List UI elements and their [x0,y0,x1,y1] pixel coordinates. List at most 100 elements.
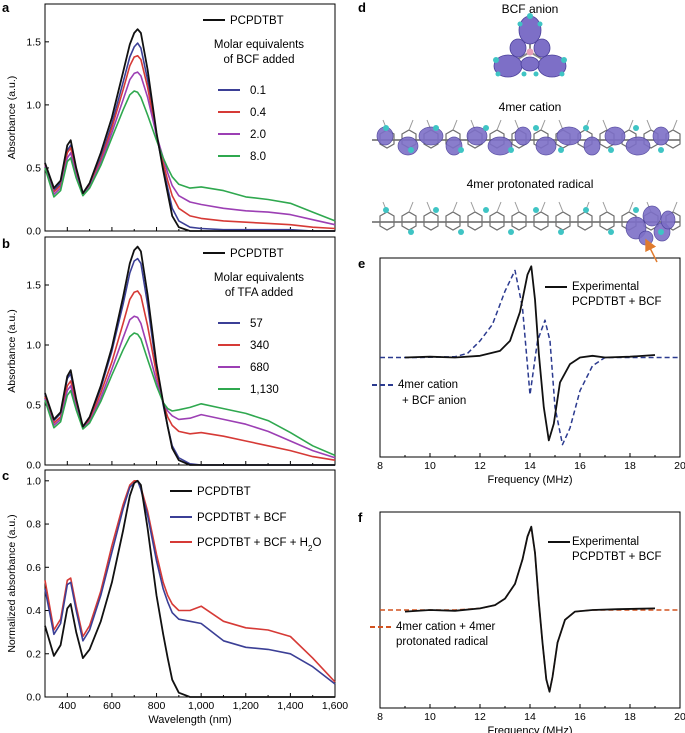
x-tick-label: 1,600 [322,700,348,712]
x-tick-label: 20 [674,711,685,723]
side-chain [470,201,476,213]
legend-label: 2.0 [250,129,266,141]
atom [583,125,589,131]
atom [608,147,614,153]
atom [558,147,564,153]
legend-title: of BCF added [224,54,295,66]
legend-label: PCPDTBT + BCF [197,512,287,524]
atom [383,125,389,131]
epr-protonated-radical-chart: 8 10 12 14 16 18 20 Frequency (MHz) Experimental… [370,511,685,733]
bcf-anion-orbital-image [493,13,567,78]
legend-label: 0.1 [250,85,266,97]
series-line-2-0 [44,71,336,226]
side-chain [452,119,458,131]
side-chain [628,119,634,131]
x-axis-label: Frequency (MHz) [488,474,573,486]
atom [633,125,639,131]
absorbance-bcf-chart: 0.0 0.5 1.0 1.5 Absorbance (a.u.) PCPDTBT Mola… [6,3,336,238]
legend-label: PCPDTBT + BCF [572,296,662,308]
panel-letter-b: b [2,236,10,251]
orbital-lobe [466,126,488,146]
y-tick-label: 0.5 [26,162,41,174]
orbital-lobe [604,126,626,146]
x-tick-label: 1,200 [233,700,259,712]
atom [533,125,539,131]
y-tick-label: 0.2 [26,648,41,660]
legend-label: 0.4 [250,107,267,119]
legend-label: PCPDTBT [197,486,251,498]
series-line-8-0 [44,90,336,222]
panel-letter-d: d [358,0,366,15]
cation-orbital-image [372,119,681,156]
atom [408,229,414,235]
y-tick-label: 0.4 [26,605,41,617]
epr-bcf-anion-chart: 8 10 12 14 16 18 20 Frequency (MHz) Experimental… [372,257,685,486]
y-tick-label: 1.5 [26,36,41,48]
side-chain [452,201,458,213]
side-chain [672,119,678,131]
y-axis-label: Normalized absorbance (a.u.) [6,514,18,652]
y-tick-label: 0.0 [26,692,41,704]
x-tick-label: 14 [524,711,536,723]
orbital-lobe [660,210,676,230]
legend-label: 340 [250,340,269,352]
side-chain [408,119,414,131]
legend-label: Experimental [572,536,639,548]
legend-title: Molar equivalents [214,272,304,284]
atom [633,207,639,213]
x-tick-label: 18 [624,460,636,472]
legend-label: 4mer cation [398,379,458,391]
y-tick-label: 0.0 [26,226,41,238]
y-axis-label: Absorbance (a.u.) [6,309,18,392]
legend-title: of TFA added [225,287,293,299]
y-tick-label: 1.0 [26,99,41,111]
legend-label: PCPDTBT + BCF [572,551,662,563]
panel-letter-e: e [358,256,365,271]
legend-label: Experimental [572,281,639,293]
atom [483,207,489,213]
atom [658,147,664,153]
cation-label: 4mer cation [499,100,562,114]
legend-label: PCPDTBT [230,15,284,27]
orbital-lobe [445,136,463,156]
orbital-lobe [397,136,419,156]
series-line-pcpdtbt-bcf [44,480,336,685]
x-tick-label: 12 [474,460,486,472]
legend-label: 57 [250,318,263,330]
series-line-340 [44,290,336,461]
legend-label: PCPDTBT + BCF + H2O [197,537,321,553]
side-chain [496,119,502,131]
molecular-structures-panel: BCF anion 4mer cation 4mer protonated ra… [372,2,681,263]
side-chain [540,201,546,213]
legend-label: 680 [250,362,269,374]
x-axis-label: Frequency (MHz) [488,725,573,733]
legend-label: protonated radical [396,636,488,648]
orbital-lobe [487,136,513,156]
y-tick-label: 1.0 [26,340,41,352]
side-chain [646,119,652,131]
radical-orbital-image [372,201,681,246]
side-chain [602,119,608,131]
legend-title: Molar equivalents [214,39,304,51]
orbital-lobe [638,230,654,246]
orbital-lobe [535,136,557,156]
x-tick-label: 1,400 [277,700,303,712]
series-line-680 [44,315,336,459]
y-tick-label: 1.0 [26,475,41,487]
x-tick-label: 800 [148,700,166,712]
atom [433,125,439,131]
x-tick-label: 8 [377,460,383,472]
atom [433,207,439,213]
plot-frame [44,469,336,698]
normalized-absorbance-chart: 400 600 800 1,000 1,200 1,400 1,600 0.0 0.2 0.4 0.… [6,469,348,726]
x-tick-label: 10 [424,460,436,472]
atom [508,147,514,153]
side-chain [514,201,520,213]
x-tick-label: 14 [524,460,536,472]
side-chain [602,201,608,213]
bcf-anion-label: BCF anion [502,2,559,16]
absorbance-tfa-chart: 0.0 0.5 1.0 1.5 Absorbance (a.u.) PCPDTBT Mola… [6,236,336,472]
atom [458,229,464,235]
x-tick-label: 18 [624,711,636,723]
